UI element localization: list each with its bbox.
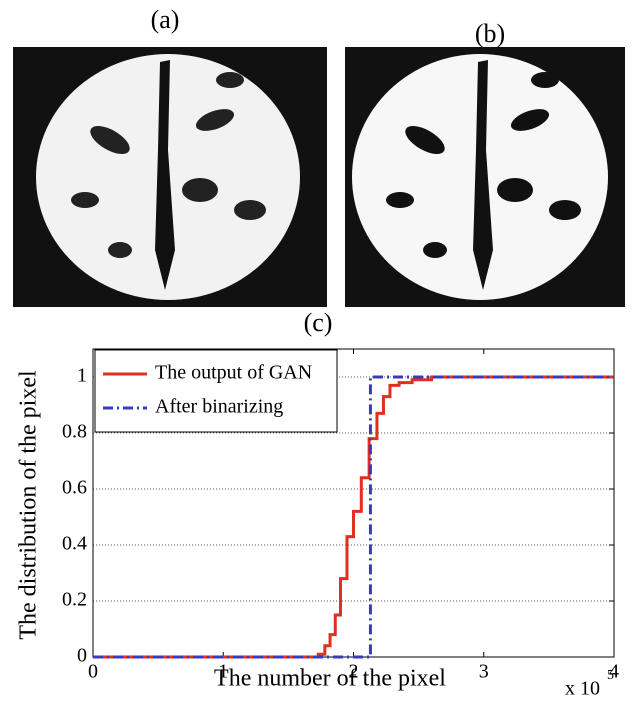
y-tick-label: 0 [77, 645, 87, 667]
x-tick-label: 4 [609, 661, 619, 683]
panel-label: (c) [304, 308, 333, 337]
y-tick-label: 0.2 [62, 589, 87, 611]
x-scale-label: x 10 [565, 678, 600, 700]
legend-box [94, 349, 338, 433]
image-b [345, 47, 625, 307]
x-tick-label: 2 [349, 661, 359, 683]
y-tick-label: 0.4 [62, 533, 87, 555]
y-tick-label: 0.6 [62, 477, 87, 499]
x-tick-label: 1 [218, 661, 228, 683]
y-tick-label: 1 [77, 365, 87, 387]
x-scale-exponent: 5 [607, 668, 614, 683]
legend-label: The output of GAN [155, 362, 312, 384]
x-axis-label: The number of the pixel [214, 666, 446, 692]
image-a [13, 47, 327, 307]
x-tick-label: 0 [88, 661, 98, 683]
y-tick-label: 0.8 [62, 421, 87, 443]
data-line [93, 375, 614, 659]
y-axis-label: The distribution of the pixel [16, 370, 42, 640]
legend-label: After binarizing [155, 396, 283, 418]
x-tick-label: 3 [479, 661, 489, 683]
panel-label: (b) [475, 19, 505, 48]
panel-label: (a) [151, 5, 180, 34]
